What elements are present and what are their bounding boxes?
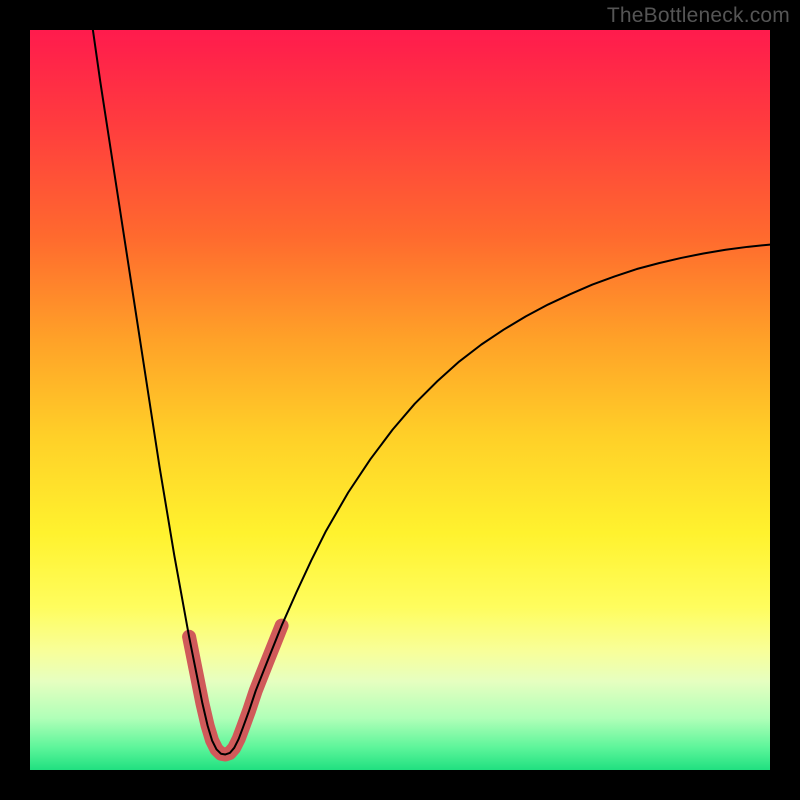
bottleneck-chart	[0, 0, 800, 800]
watermark-text: TheBottleneck.com	[607, 4, 790, 28]
gradient-background	[30, 30, 770, 770]
